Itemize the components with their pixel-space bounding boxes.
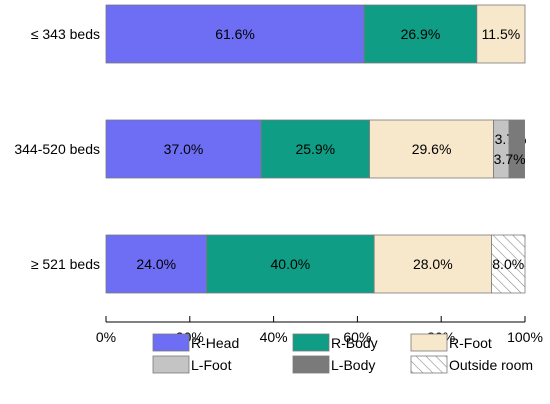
legend-swatch-outside-room bbox=[410, 355, 448, 374]
legend-label-outside-room: Outside room bbox=[449, 357, 533, 373]
bar-segment-outside-room bbox=[491, 234, 526, 294]
x-axis: 0%20%40%60%80%100% bbox=[96, 316, 543, 345]
bar-segment-l-foot bbox=[493, 119, 510, 179]
data-label: 29.6% bbox=[412, 141, 452, 157]
bar-segment-r-foot bbox=[476, 4, 526, 64]
plot-area: ≤ 343 beds 61.6% 26.9% 11.5% 344-520 beds 37.… bbox=[14, 4, 526, 294]
x-tick-label: 0% bbox=[96, 329, 116, 345]
data-label: 11.5% bbox=[482, 26, 521, 42]
data-label: 3.7% bbox=[494, 151, 526, 167]
bar-segment-r-head bbox=[105, 4, 365, 64]
x-tick-label: 40% bbox=[260, 329, 288, 345]
data-label: 61.6% bbox=[215, 26, 255, 42]
data-label: 40.0% bbox=[271, 256, 311, 272]
legend-swatch-r-body bbox=[292, 333, 330, 352]
data-label: 24.0% bbox=[136, 256, 176, 272]
legend-swatch-r-foot bbox=[410, 333, 448, 352]
data-label: 28.0% bbox=[413, 256, 453, 272]
category-label: ≤ 343 beds bbox=[31, 26, 100, 42]
bar-segment-r-foot bbox=[369, 119, 494, 179]
x-tick-label: 100% bbox=[507, 329, 543, 345]
category-label: 344-520 beds bbox=[14, 141, 100, 157]
bar-segment-l-body bbox=[508, 119, 525, 179]
legend-label-l-foot: L-Foot bbox=[191, 357, 232, 373]
bar-segment-r-head bbox=[105, 119, 262, 179]
legend-label-l-body: L-Body bbox=[331, 357, 375, 373]
legend-label-r-foot: R-Foot bbox=[449, 335, 492, 351]
data-label: 25.9% bbox=[295, 141, 335, 157]
legend-swatch-l-foot bbox=[152, 355, 190, 374]
bar-segment-r-body bbox=[206, 234, 375, 294]
bar-segment-r-body bbox=[363, 4, 478, 64]
legend: R-Head R-Body R-Foot L-Foot L-Body Outside ro… bbox=[152, 333, 533, 374]
legend-swatch-l-body bbox=[292, 355, 330, 374]
legend-label-r-body: R-Body bbox=[331, 335, 378, 351]
category-label: ≥ 521 beds bbox=[31, 256, 100, 272]
x-tick-label: 60% bbox=[343, 329, 371, 345]
data-label: 8.0% bbox=[492, 256, 524, 272]
bar-segment-r-body bbox=[260, 119, 370, 179]
legend-label-r-head: R-Head bbox=[191, 335, 239, 351]
data-label: 26.9% bbox=[401, 26, 441, 42]
data-label: 37.0% bbox=[164, 141, 204, 157]
legend-swatch-r-head bbox=[152, 333, 190, 352]
bar-segment-r-foot bbox=[373, 234, 492, 294]
bar-segment-r-head bbox=[105, 234, 207, 294]
